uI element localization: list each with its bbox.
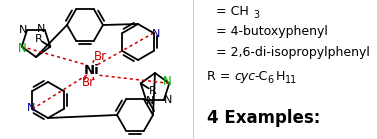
Text: -C: -C — [254, 70, 268, 83]
Text: N: N — [152, 29, 160, 39]
Text: 3: 3 — [254, 10, 260, 20]
Text: Br: Br — [93, 50, 107, 64]
Text: R: R — [34, 34, 42, 44]
Text: H: H — [276, 70, 285, 83]
Text: R =: R = — [207, 70, 234, 83]
Text: 6: 6 — [268, 75, 274, 85]
Text: Ni: Ni — [84, 64, 100, 76]
Text: Br: Br — [81, 76, 95, 90]
Text: R: R — [149, 86, 156, 96]
Text: N: N — [146, 96, 154, 106]
Text: 4 Examples:: 4 Examples: — [207, 109, 320, 127]
Text: N: N — [37, 24, 45, 34]
Text: N: N — [18, 42, 27, 55]
Text: = CH: = CH — [216, 5, 248, 18]
Text: = 4-butoxyphenyl: = 4-butoxyphenyl — [216, 25, 328, 39]
Text: N: N — [19, 25, 28, 35]
Text: 11: 11 — [285, 75, 297, 85]
Text: N: N — [163, 75, 172, 88]
Text: N: N — [27, 103, 35, 113]
Text: N: N — [164, 95, 172, 105]
Text: cyc: cyc — [234, 70, 256, 83]
Text: = 2,6-di-isopropylphenyl: = 2,6-di-isopropylphenyl — [216, 46, 369, 59]
